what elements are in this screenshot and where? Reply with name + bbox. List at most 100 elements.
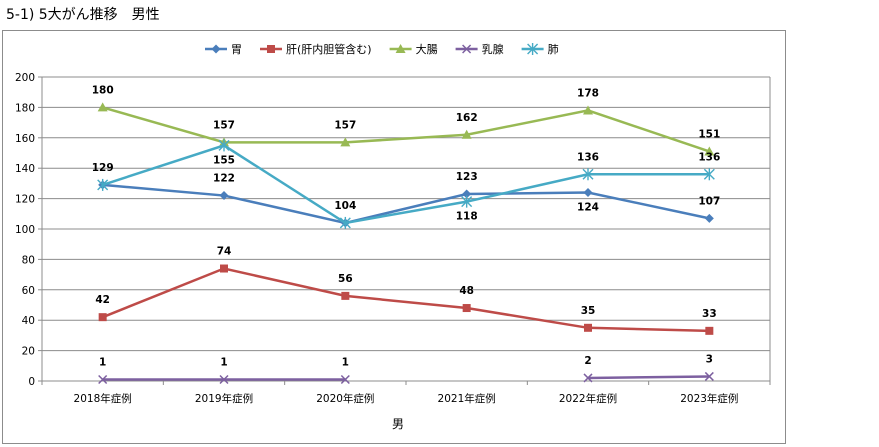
data-point-star [218,139,230,152]
data-label: 104 [334,200,356,212]
data-label: 123 [456,171,478,183]
data-label: 74 [217,246,232,258]
data-point-x [219,374,229,385]
data-point-triangle [583,105,593,115]
data-point-square [267,45,275,53]
data-point-square [584,323,592,332]
y-tick-label: 180 [15,102,35,114]
data-point-star [461,195,473,208]
data-label: 122 [213,173,235,185]
data-label: 129 [92,162,114,174]
data-label: 151 [698,128,720,140]
legend-item: 胃 [205,43,242,56]
data-point-diamond [219,191,229,201]
data-label: 1 [99,356,106,368]
legend-item: 乳腺 [455,42,504,56]
data-label: 48 [459,285,474,297]
axes: 0 20 40 60 80 100 120 140 160 180 200 2018年症例 2019年症… [15,72,771,405]
data-point-x [98,374,108,385]
data-label: 42 [95,294,110,306]
data-point-diamond [583,188,593,198]
x-tick-label: 2022年症例 [559,392,617,405]
data-point-star [703,168,715,181]
data-label: 155 [213,154,235,166]
series-4 [98,371,714,385]
data-point-square [220,264,228,273]
data-label: 33 [702,308,717,320]
legend-item: 大腸 [389,42,438,56]
data-label: 3 [706,353,713,365]
data-point-x [340,374,350,385]
y-tick-label: 0 [28,376,35,388]
x-tick-label: 2019年症例 [195,392,253,405]
data-point-square [462,304,471,313]
series-line [102,267,710,333]
y-tick-label: 20 [22,346,35,358]
data-point-star [339,216,351,229]
x-axis-title: 男 [392,417,404,431]
x-tick-label: 2018年症例 [74,392,132,405]
series-1 [98,180,714,228]
y-tick-label: 120 [15,194,35,206]
data-point-square [98,313,107,322]
data-label: 124 [577,202,599,214]
legend-item: 肺 [521,43,559,56]
data-label: 162 [456,112,478,124]
data-label: 1 [342,356,349,368]
data-point-triangle [704,146,715,156]
data-point-diamond [211,44,221,54]
data-label: 157 [334,119,356,131]
series [97,102,715,385]
data-label: 1 [220,356,227,368]
data-label: 56 [338,273,353,285]
y-tick-label: 40 [22,315,35,327]
data-label: 118 [456,211,478,223]
data-label: 35 [581,305,596,317]
data-point-star [97,178,109,191]
legend-label: 乳腺 [482,42,504,56]
legend-label: 胃 [231,43,242,56]
x-tick-label: 2021年症例 [438,392,496,405]
series-3 [97,102,715,156]
data-point-square [341,291,350,300]
legend: 胃 肝(肝内胆管含む) 大腸 乳腺 肺 [205,42,559,56]
data-point-diamond [462,189,472,199]
y-tick-label: 200 [15,72,35,84]
legend-item: 肝(肝内胆管含む) [260,42,372,56]
series-line [102,106,710,153]
data-point-star [527,43,539,55]
data-label: 136 [577,151,599,163]
series-line [102,144,710,225]
y-tick-label: 60 [22,285,35,297]
data-label: 136 [698,151,720,163]
y-tick-label: 100 [15,224,35,236]
series-line [587,375,710,380]
data-point-triangle [395,44,406,53]
data-point-square [705,326,714,335]
y-tick-label: 160 [15,133,35,145]
data-point-diamond [704,213,714,223]
data-point-x [704,371,714,381]
data-point-star [582,168,594,181]
data-point-triangle [340,137,351,147]
series-2 [98,264,714,335]
page-title: 5-1) 5大がん推移 男性 [6,7,160,23]
chart-frame [2,30,786,444]
legend-label: 肝(肝内胆管含む) [286,42,372,56]
y-tick-label: 140 [15,163,35,175]
data-label: 2 [584,355,591,367]
data-label: 107 [698,195,720,207]
data-label: 178 [577,87,599,99]
x-tick-label: 2023年症例 [680,392,738,405]
x-tick-label: 2020年症例 [316,392,374,405]
data-label: 157 [213,119,235,131]
data-point-triangle [461,129,472,139]
data-point-triangle [97,102,108,112]
data-label: 180 [92,84,114,96]
y-tick-label: 80 [22,254,35,266]
series-line [102,183,710,225]
data-point-x [583,373,593,383]
legend-label: 大腸 [416,42,438,56]
